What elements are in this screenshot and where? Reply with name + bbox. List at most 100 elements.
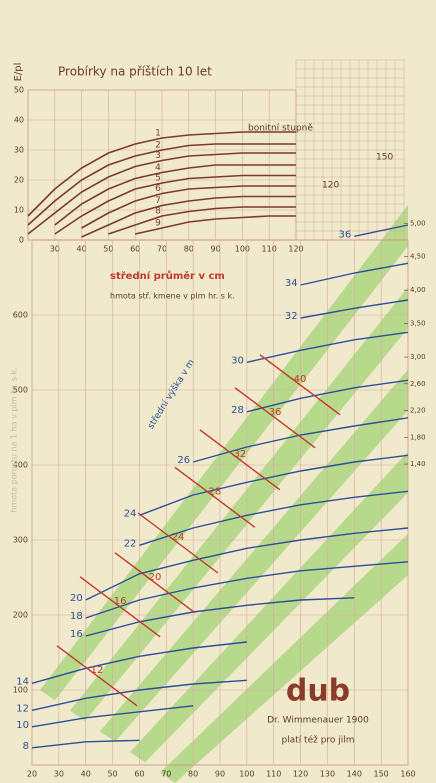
x-tick-label: 110 <box>266 770 281 779</box>
series-line <box>31 641 247 684</box>
series-label: 2 <box>155 141 161 151</box>
x-tick-label: 110 <box>262 245 277 254</box>
annotation: platí též pro jilm <box>281 735 354 746</box>
series-line <box>54 174 296 235</box>
x-tick-label: 60 <box>134 770 144 779</box>
annotation: hmota porostu na 1 ha v plm hr. s k. <box>10 367 19 512</box>
series-label: 8 <box>23 741 29 752</box>
series-line <box>114 552 196 614</box>
y-tick-label: 400 <box>13 461 28 470</box>
x-tick-label: 130 <box>320 770 335 779</box>
x-tick-label: 20 <box>27 770 37 779</box>
series-label: 28 <box>209 486 222 497</box>
series-line <box>81 185 296 229</box>
annotation: dub <box>286 674 350 709</box>
series-label: 36 <box>269 407 282 418</box>
green-band <box>160 533 408 783</box>
series-label: 26 <box>177 455 190 466</box>
x-tick-label: 120 <box>288 245 303 254</box>
series-label: 3 <box>155 151 161 161</box>
series-line <box>31 705 194 728</box>
series-line <box>27 143 296 226</box>
series-line <box>259 354 341 416</box>
series-label: 32 <box>285 311 298 322</box>
series-label: 1 <box>155 129 161 139</box>
x-tick-label: 90 <box>215 770 225 779</box>
x-tick-label: 160 <box>400 770 415 779</box>
x-tick-label: 80 <box>184 245 194 254</box>
series-label: 14 <box>16 676 29 687</box>
x-tick-label: 100 <box>239 770 254 779</box>
y-tick-label: 100 <box>13 686 28 695</box>
series-label: 9 <box>155 219 161 229</box>
series-line <box>234 387 316 449</box>
x-tick-label: 80 <box>188 770 198 779</box>
series-label: 36 <box>339 229 352 240</box>
y2-tick-label: 2,20 <box>410 407 426 415</box>
annotation: 150 <box>376 153 393 163</box>
series-label: 20 <box>70 593 83 604</box>
series-line <box>300 299 409 319</box>
x-tick-label: 30 <box>50 245 60 254</box>
y-tick-label: 0 <box>19 236 24 245</box>
x-tick-label: 40 <box>77 245 87 254</box>
y-tick-label: 200 <box>13 611 28 620</box>
series-label: 6 <box>155 184 161 194</box>
y-tick-label: 10 <box>14 206 24 215</box>
annotation: střední průměr v cm <box>110 269 225 282</box>
series-line <box>199 429 281 491</box>
series-line <box>300 262 409 286</box>
green-band <box>70 287 408 721</box>
y-axis-label: E/pl <box>13 63 24 82</box>
series-label: 24 <box>124 508 137 519</box>
series-line <box>85 561 409 619</box>
series-line <box>31 679 247 711</box>
x-tick-label: 70 <box>161 770 171 779</box>
y2-tick-label: 3,00 <box>410 353 426 361</box>
series-line <box>246 331 409 363</box>
chart-title: Probírky na příštích 10 let <box>58 65 212 79</box>
series-line <box>56 645 138 707</box>
series-label: 34 <box>285 278 298 289</box>
x-tick-label: 40 <box>81 770 91 779</box>
annotation: bonitní stupně <box>248 124 313 134</box>
series-label: 20 <box>149 572 162 583</box>
series-line <box>108 206 296 235</box>
series-line <box>139 454 409 516</box>
y2-tick-label: 3,50 <box>410 320 426 328</box>
annotation: hmota stř. kmene v plm hr. s k. <box>110 292 235 301</box>
series-line <box>31 739 140 749</box>
y-tick-label: 50 <box>14 86 24 95</box>
series-line <box>135 215 296 235</box>
series-label: 4 <box>155 163 161 173</box>
series-label: 40 <box>294 374 307 385</box>
y-tick-label: 500 <box>13 386 28 395</box>
series-line <box>85 597 355 637</box>
y-tick-label: 300 <box>13 536 28 545</box>
series-line <box>81 195 296 238</box>
x-tick-label: 50 <box>107 770 117 779</box>
series-line <box>85 527 409 601</box>
annotation: Dr. Wimmenauer 1900 <box>267 716 369 726</box>
y2-tick-label: 1,80 <box>410 433 426 441</box>
y-tick-label: 600 <box>13 311 28 320</box>
y2-tick-label: 1,40 <box>410 460 426 468</box>
series-label: 7 <box>155 196 161 206</box>
series-line <box>174 466 256 528</box>
series-label: 10 <box>16 720 29 731</box>
y2-tick-label: 2,60 <box>410 380 426 388</box>
series-label: 12 <box>91 665 104 676</box>
y-tick-label: 20 <box>14 176 24 185</box>
annotation: 120 <box>322 181 339 191</box>
series-line <box>27 152 296 235</box>
y-tick-label: 40 <box>14 116 24 125</box>
series-label: 22 <box>124 538 137 549</box>
series-line <box>246 379 409 413</box>
x-tick-label: 30 <box>54 770 64 779</box>
series-line <box>139 490 409 546</box>
x-tick-label: 140 <box>347 770 362 779</box>
series-line <box>137 512 219 574</box>
x-tick-label: 90 <box>211 245 221 254</box>
series-label: 16 <box>114 596 127 607</box>
